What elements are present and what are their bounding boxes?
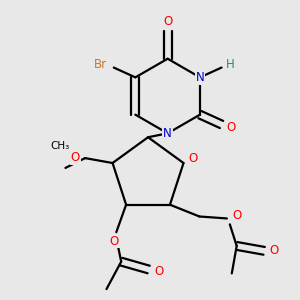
Text: O: O bbox=[163, 15, 172, 28]
Text: O: O bbox=[269, 244, 279, 257]
Text: N: N bbox=[163, 127, 172, 140]
Text: O: O bbox=[232, 209, 241, 222]
Text: O: O bbox=[110, 235, 119, 248]
Text: H: H bbox=[226, 58, 235, 71]
Text: O: O bbox=[189, 152, 198, 165]
Text: N: N bbox=[196, 71, 204, 84]
Text: Br: Br bbox=[94, 58, 106, 71]
Text: O: O bbox=[154, 265, 163, 278]
Text: O: O bbox=[227, 121, 236, 134]
Text: O: O bbox=[70, 151, 80, 164]
Text: CH₃: CH₃ bbox=[50, 141, 69, 151]
